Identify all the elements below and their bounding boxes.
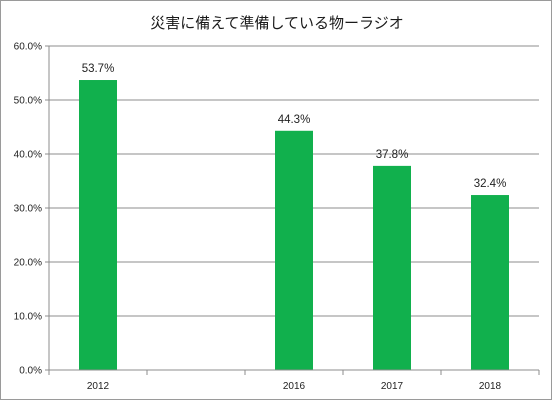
data-label: 44.3% [278,114,311,126]
data-label: 32.4% [474,178,507,190]
data-label: 37.8% [376,149,409,161]
x-tick-label: 2018 [479,381,502,392]
x-tick-label: 2016 [283,381,306,392]
data-label: 53.7% [82,63,115,75]
y-tick-label: 40.0% [14,150,42,161]
chart-title: 災害に備えて準備している物ーラジオ [150,14,404,32]
y-tick-label: 50.0% [14,96,42,107]
x-tick-label: 2017 [381,381,404,392]
bar-2018 [471,195,509,370]
y-axis-ticks: 0.0% 10.0% 20.0% 30.0% 40.0% 50.0% 60.0% [14,42,42,377]
y-tick-label: 30.0% [14,204,42,215]
bar-2016 [275,130,313,370]
bar-2017 [373,165,411,370]
axes [45,45,540,375]
y-tick-label: 20.0% [14,258,42,269]
x-axis-ticks: 2012 2016 2017 2018 [87,381,502,392]
bars [79,80,509,371]
y-tick-label: 10.0% [14,312,42,323]
bar-2012 [79,80,117,371]
y-tick-label: 0.0% [19,366,42,377]
y-tick-label: 60.0% [14,42,42,53]
data-labels: 53.7% 44.3% 37.8% 32.4% [82,63,507,190]
x-tick-label: 2012 [87,381,110,392]
